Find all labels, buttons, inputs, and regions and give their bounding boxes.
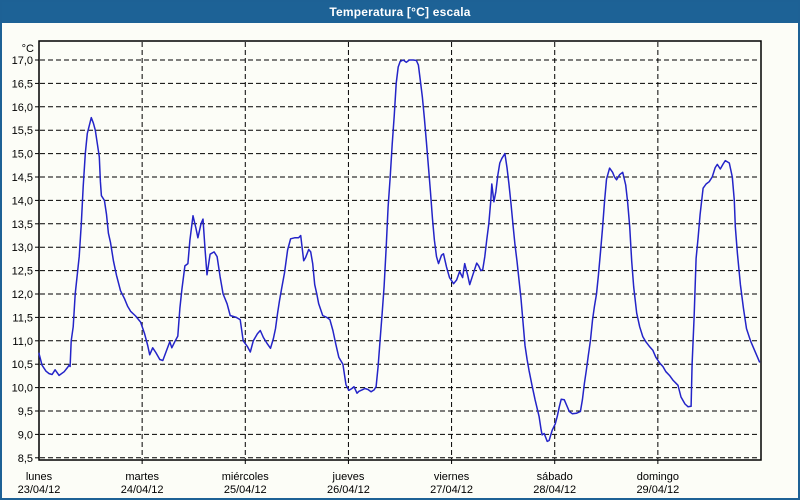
y-axis-tick-label: 15,0 xyxy=(12,149,33,161)
temperature-series-line xyxy=(38,59,761,443)
plot-frame xyxy=(38,40,762,461)
y-axis-tick-label: 11,0 xyxy=(12,336,33,348)
y-axis-tick-label: 16,0 xyxy=(12,102,33,114)
y-axis-tick-label: 17,0 xyxy=(12,55,33,67)
y-axis-tick-label: 12,0 xyxy=(12,289,33,301)
x-axis-day-label: miércoles xyxy=(222,471,270,483)
y-axis-tick-label: 10,5 xyxy=(12,359,33,371)
y-axis-tick-label: 9,5 xyxy=(18,406,33,418)
y-axis-tick-label: 11,5 xyxy=(12,312,33,324)
x-axis-day-label: viernes xyxy=(434,471,470,483)
x-axis-date-label: 26/04/12 xyxy=(327,484,370,496)
x-axis-date-label: 24/04/12 xyxy=(121,484,164,496)
x-axis-day-label: sábado xyxy=(537,471,573,483)
window-title: Temperatura [°C] escala xyxy=(329,5,471,19)
x-axis-date-label: 28/04/12 xyxy=(533,484,576,496)
y-axis-tick-label: 10,0 xyxy=(12,383,33,395)
y-axis-tick-label: 9,0 xyxy=(18,429,33,441)
x-axis-day-label: lunes xyxy=(26,471,53,483)
y-axis-unit-label: °C xyxy=(22,43,34,55)
x-axis-day-label: jueves xyxy=(332,471,365,483)
x-axis-day-label: martes xyxy=(125,471,159,483)
y-axis-tick-label: 13,0 xyxy=(12,242,33,254)
y-axis-tick-label: 15,5 xyxy=(12,125,33,137)
x-axis-date-label: 27/04/12 xyxy=(430,484,473,496)
y-axis-tick-label: 16,5 xyxy=(12,78,33,90)
y-axis-tick-label: 13,5 xyxy=(12,219,33,231)
x-axis-day-label: domingo xyxy=(637,471,679,483)
y-axis-tick-label: 14,5 xyxy=(12,172,33,184)
window-title-bar: Temperatura [°C] escala xyxy=(2,2,798,23)
y-axis-tick-label: 8,5 xyxy=(18,453,33,465)
y-axis-tick-label: 14,0 xyxy=(12,195,33,207)
y-axis-tick-label: 12,5 xyxy=(12,266,33,278)
x-axis-date-label: 25/04/12 xyxy=(224,484,267,496)
x-axis-date-label: 29/04/12 xyxy=(636,484,679,496)
x-axis-date-label: 23/04/12 xyxy=(18,484,61,496)
